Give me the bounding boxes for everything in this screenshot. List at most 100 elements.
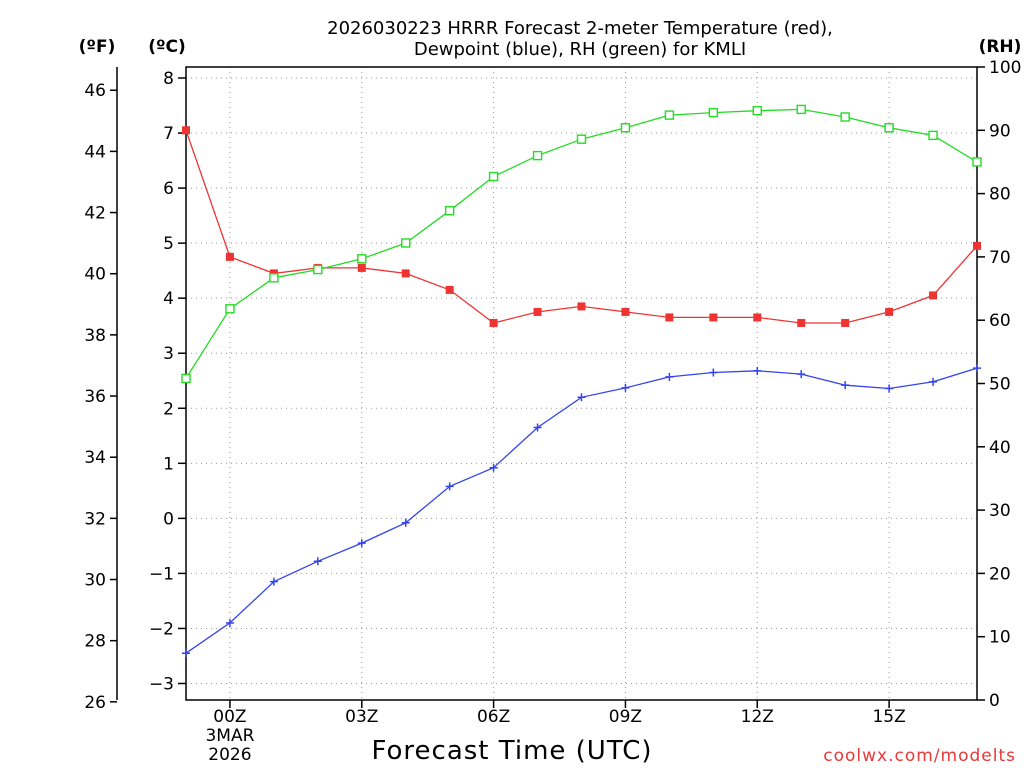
temperature-point <box>885 307 894 316</box>
celsius-tick-label: 3 <box>163 344 174 364</box>
celsius-tick-label: −2 <box>149 619 174 639</box>
celsius-tick-label: 7 <box>163 124 174 144</box>
dewpoint-point <box>401 518 410 527</box>
rh-point <box>225 304 235 314</box>
dewpoint-point <box>533 423 542 432</box>
rh-point <box>401 238 411 248</box>
fahrenheit-tick-label: 32 <box>84 509 106 529</box>
rh-tick-label: 0 <box>989 691 1000 711</box>
rh-point <box>357 254 367 264</box>
dewpoint-point <box>709 368 718 377</box>
dewpoint-point <box>445 482 454 491</box>
rh-point <box>840 112 850 122</box>
rh-point <box>444 205 455 216</box>
rh-tick-label: 10 <box>989 628 1011 648</box>
rh-tick-label: 70 <box>989 248 1011 268</box>
x-tick-label: 12Z <box>741 707 774 727</box>
chart-title-line1: 2026030223 HRRR Forecast 2-meter Tempera… <box>327 18 833 39</box>
dewpoint-point <box>621 383 630 392</box>
dewpoint-point <box>182 649 190 658</box>
rh-point <box>796 104 806 115</box>
rh-tick-label: 50 <box>989 375 1011 395</box>
rh-point <box>269 273 279 283</box>
temperature-point <box>401 269 410 278</box>
rh-point <box>928 130 938 141</box>
celsius-tick-label: 8 <box>163 69 174 89</box>
temperature-line <box>185 130 978 324</box>
x-axis-label: Forecast Time (UTC) <box>371 736 652 766</box>
plot-frame <box>185 66 978 701</box>
dewpoint-point <box>357 539 366 548</box>
fahrenheit-tick-label: 30 <box>84 571 106 591</box>
dewpoint-point <box>577 393 586 402</box>
dewpoint-point <box>885 384 894 393</box>
rh-point <box>752 105 762 116</box>
rh-point <box>708 107 719 118</box>
rh-tick-label: 100 <box>989 58 1021 78</box>
celsius-tick-label: 5 <box>163 234 174 254</box>
temperature-point <box>533 307 542 316</box>
fahrenheit-tick-label: 40 <box>84 265 106 285</box>
grid-lines <box>186 67 977 700</box>
dewpoint-point <box>753 366 762 375</box>
x-tick-label: 00Z <box>213 707 246 727</box>
dewpoint-point <box>665 372 674 381</box>
dewpoint-point <box>313 557 322 566</box>
temperature-point <box>621 307 630 316</box>
dewpoint-point <box>841 381 850 390</box>
celsius-tick-label: −1 <box>149 564 174 584</box>
temperature-point <box>665 313 674 322</box>
temperature-point <box>709 313 718 322</box>
rh-point <box>181 373 191 384</box>
rh-line <box>185 108 978 379</box>
rh-point <box>532 150 543 161</box>
rh-axis-label: (RH) <box>979 37 1022 57</box>
fahrenheit-axis-label: (ºF) <box>79 37 116 57</box>
chart-title-line2: Dewpoint (blue), RH (green) for KMLI <box>414 39 746 60</box>
series-layer <box>181 104 982 658</box>
credit-link[interactable]: coolwx.com/modelts <box>823 746 1016 766</box>
fahrenheit-tick-label: 36 <box>84 387 106 407</box>
rh-tick-label: 40 <box>989 438 1011 458</box>
fahrenheit-tick-label: 42 <box>84 204 106 224</box>
celsius-tick-label: 4 <box>163 289 174 309</box>
temperature-point <box>841 318 850 327</box>
dewpoint-point <box>269 577 278 586</box>
temperature-point <box>797 318 806 327</box>
rh-tick-label: 90 <box>989 121 1011 141</box>
fahrenheit-tick-label: 46 <box>84 81 106 101</box>
celsius-axis-label: (ºC) <box>148 37 186 57</box>
fahrenheit-tick-label: 28 <box>84 632 106 652</box>
dewpoint-point <box>489 463 498 472</box>
celsius-tick-label: −3 <box>149 674 174 694</box>
temperature-point <box>225 252 234 261</box>
axes: −3−2−10123456782628303234363840424446010… <box>84 58 1021 765</box>
dewpoint-point <box>929 377 938 386</box>
dewpoint-point <box>797 370 806 379</box>
temperature-point <box>489 318 498 327</box>
rh-point <box>620 123 631 133</box>
celsius-tick-label: 1 <box>163 454 174 474</box>
rh-tick-label: 60 <box>989 311 1011 331</box>
rh-point <box>664 110 675 120</box>
rh-point <box>488 171 499 182</box>
celsius-tick-label: 2 <box>163 399 174 419</box>
x-date-label: 3MAR <box>205 726 254 746</box>
temperature-point <box>753 313 762 322</box>
rh-tick-label: 30 <box>989 501 1011 521</box>
fahrenheit-tick-label: 26 <box>84 693 106 713</box>
rh-tick-label: 20 <box>989 564 1011 584</box>
x-tick-label: 06Z <box>477 707 510 727</box>
rh-point <box>313 264 323 275</box>
fahrenheit-tick-label: 34 <box>84 448 106 468</box>
x-tick-label: 15Z <box>872 707 905 727</box>
dewpoint-line <box>185 367 978 654</box>
x-tick-label: 09Z <box>609 707 642 727</box>
celsius-tick-label: 6 <box>163 179 174 199</box>
temperature-point <box>445 285 454 294</box>
celsius-tick-label: 0 <box>163 509 174 529</box>
rh-point <box>972 157 982 167</box>
temperature-point <box>577 302 586 311</box>
fahrenheit-tick-label: 38 <box>84 326 106 346</box>
